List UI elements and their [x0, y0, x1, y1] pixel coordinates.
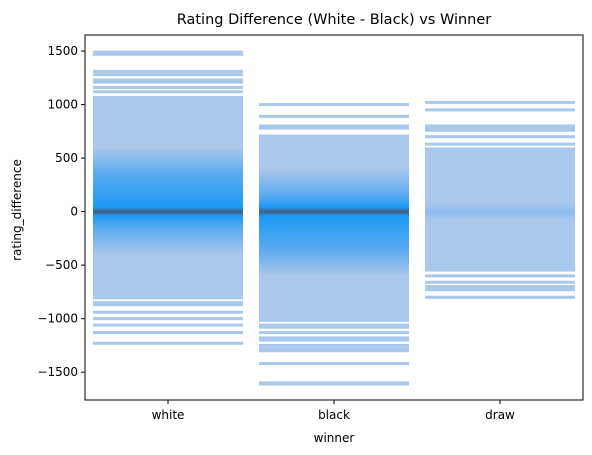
outlier-bin-black: [259, 343, 409, 347]
outlier-bin-white: [93, 85, 243, 89]
outlier-bin-white: [93, 73, 243, 77]
outlier-bin-draw: [425, 285, 575, 289]
outlier-bin-white: [93, 90, 243, 94]
outlier-bin-black: [259, 336, 409, 340]
outlier-bin-draw: [425, 295, 575, 299]
x-tick-label: black: [318, 408, 350, 422]
outlier-bin-black: [259, 338, 409, 342]
y-tick-label: 1000: [47, 98, 78, 112]
density-band-white: [93, 96, 243, 300]
outlier-bin-black: [259, 362, 409, 366]
outlier-bin-black: [259, 124, 409, 128]
outlier-bin-draw: [425, 142, 575, 146]
outlier-bin-draw: [425, 128, 575, 132]
x-axis-label: winner: [314, 431, 355, 445]
outlier-bin-draw: [425, 108, 575, 112]
x-tick-label: white: [152, 408, 185, 422]
y-tick-label: −1500: [37, 365, 78, 379]
outlier-bin-white: [93, 303, 243, 307]
outlier-bin-white: [93, 341, 243, 345]
outlier-bin-white: [93, 317, 243, 321]
axes-layer: −1500 −1000 −500 0 500 1000 1500 white black draw: [37, 34, 584, 422]
y-tick-label: 1500: [47, 44, 78, 58]
outlier-bin-draw: [425, 280, 575, 284]
outlier-bin-draw: [425, 288, 575, 292]
outlier-bin-white: [93, 50, 243, 54]
outlier-bin-white: [93, 331, 243, 335]
outlier-bin-white: [93, 78, 243, 82]
outlier-bin-draw: [425, 100, 575, 104]
y-axis-label: rating_difference: [10, 159, 24, 261]
outlier-bin-black: [259, 323, 409, 327]
density-band-black: [259, 134, 409, 322]
chart-title: Rating Difference (White - Black) vs Win…: [177, 12, 492, 28]
outlier-bin-black: [259, 349, 409, 353]
outlier-bin-white: [93, 52, 243, 56]
y-tick-label: −1000: [37, 312, 78, 326]
outlier-bin-black: [259, 114, 409, 118]
outlier-bin-white: [93, 80, 243, 84]
outlier-bin-white: [93, 310, 243, 314]
outlier-bin-draw: [425, 124, 575, 128]
outlier-bin-draw: [425, 126, 575, 130]
outlier-bin-white: [93, 69, 243, 73]
density-band-draw: [425, 147, 575, 272]
y-tick-label: 0: [70, 205, 78, 219]
outlier-bin-black: [259, 126, 409, 130]
outlier-bin-black: [259, 103, 409, 107]
bars-layer: [93, 50, 575, 386]
outlier-bin-black: [259, 331, 409, 335]
outlier-bin-black: [259, 347, 409, 351]
y-tick-label: 500: [55, 151, 78, 165]
x-tick-label: draw: [485, 408, 515, 422]
outlier-bin-black: [259, 325, 409, 329]
outlier-bin-draw: [425, 274, 575, 278]
outlier-bin-white: [93, 301, 243, 305]
outlier-bin-black: [259, 382, 409, 386]
outlier-bin-draw: [425, 135, 575, 139]
outlier-bin-white: [93, 323, 243, 327]
y-tick-label: −500: [45, 258, 78, 272]
